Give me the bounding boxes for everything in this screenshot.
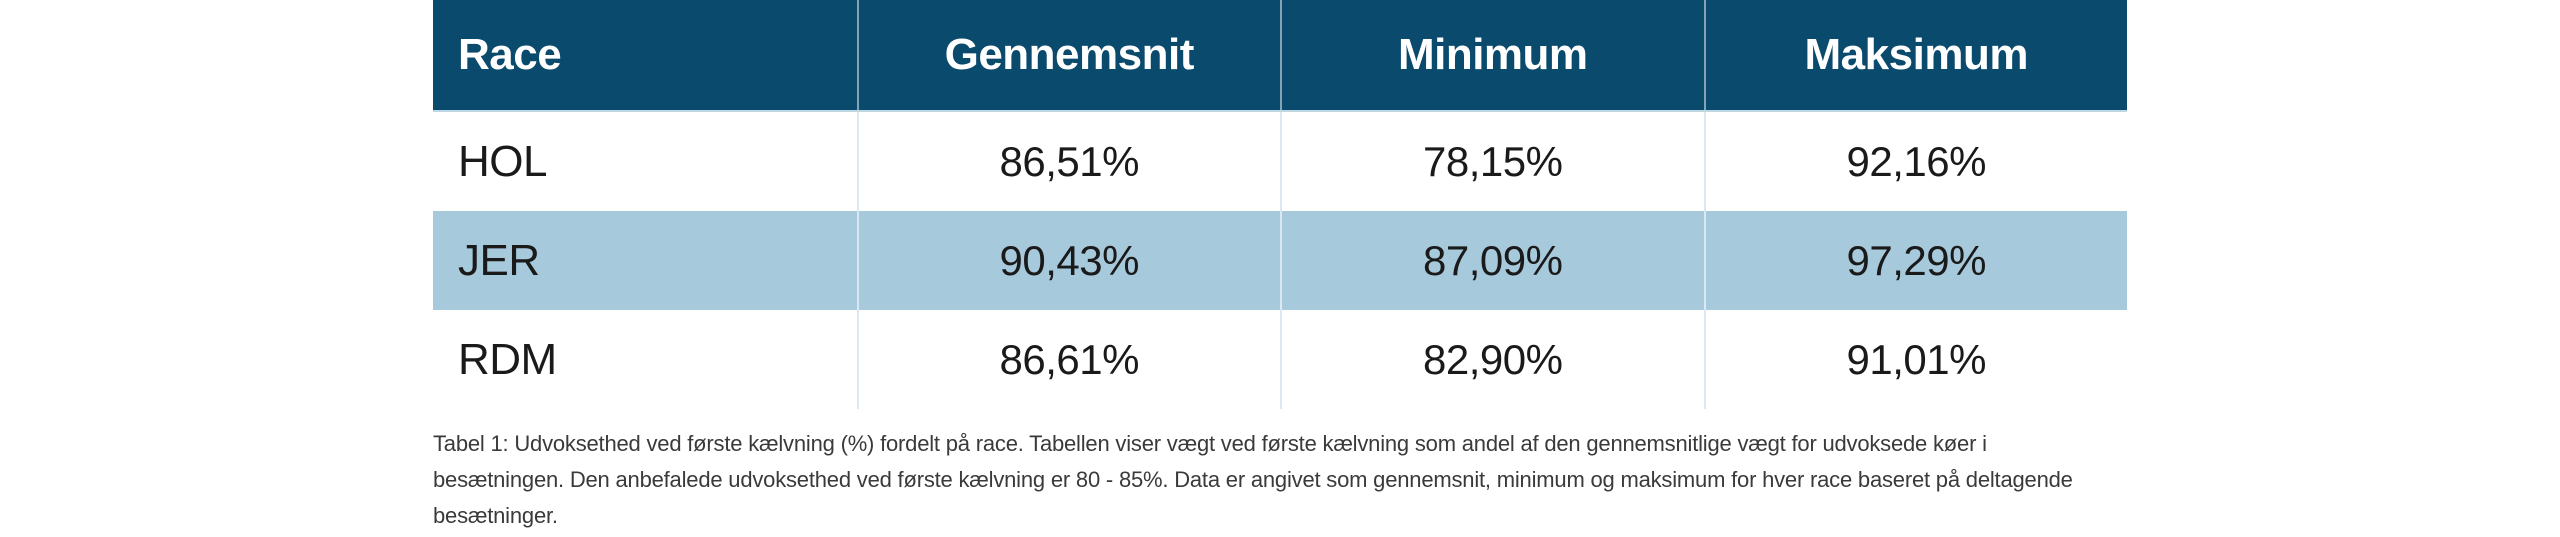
table-row-hol: HOL 86,51% 78,15% 92,16% [433,112,2127,211]
column-header-maksimum: Maksimum [1703,0,2128,110]
maksimum-value: 91,01% [1703,310,2128,409]
gennemsnit-value: 90,43% [856,211,1281,310]
caption-line-1: Tabel 1: Udvoksethed ved første kælvning… [433,431,1987,456]
race-label: RDM [458,334,557,384]
maksimum-value: 97,29% [1703,211,2128,310]
table-figure: Race Gennemsnit Minimum Maksimum HOL 86,… [433,0,2127,534]
gennemsnit-value: 86,61% [856,310,1281,409]
table-row-rdm: RDM 86,61% 82,90% 91,01% [433,310,2127,409]
caption-line-3: besætninger. [433,503,558,528]
gennemsnit-value: 86,51% [856,112,1281,211]
race-label: JER [458,235,540,285]
table-row-jer: JER 90,43% 87,09% 97,29% [433,211,2127,310]
table-header-row: Race Gennemsnit Minimum Maksimum [433,0,2127,112]
race-data-table: Race Gennemsnit Minimum Maksimum HOL 86,… [433,0,2127,409]
table-caption: Tabel 1: Udvoksethed ved første kælvning… [433,426,2127,534]
minimum-value: 78,15% [1280,112,1704,211]
minimum-value: 87,09% [1280,211,1704,310]
column-header-gennemsnit: Gennemsnit [856,0,1281,110]
maksimum-value: 92,16% [1703,112,2128,211]
caption-line-2: besætningen. Den anbefalede udvoksethed … [433,467,2073,492]
column-header-race: Race [458,30,562,79]
race-label: HOL [458,136,547,186]
column-header-minimum: Minimum [1280,0,1704,110]
minimum-value: 82,90% [1280,310,1704,409]
